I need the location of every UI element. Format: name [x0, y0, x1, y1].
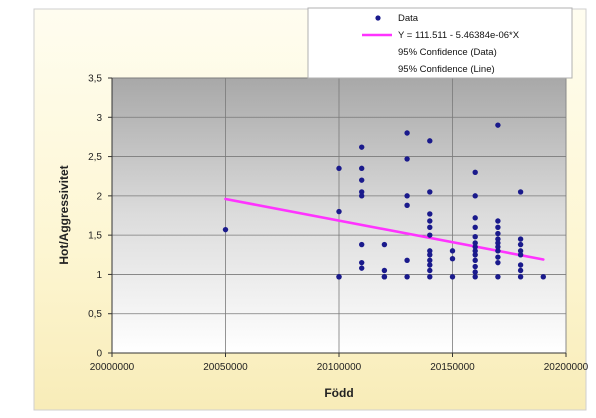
y-tick-label: 1 — [96, 270, 102, 281]
data-point — [495, 244, 501, 250]
data-point — [427, 218, 433, 224]
data-point — [472, 224, 478, 230]
data-point — [359, 177, 365, 183]
data-point — [472, 257, 478, 263]
data-point — [517, 189, 524, 195]
regression-line — [224, 197, 545, 261]
data-point — [517, 248, 524, 254]
data-point — [222, 226, 229, 233]
data-point — [427, 138, 433, 144]
data-point — [472, 215, 478, 221]
y-axis-title: Hot/Aggressivitet — [57, 165, 71, 264]
data-point — [427, 262, 433, 268]
y-tick-label: 3 — [96, 113, 102, 124]
y-tick-label: 2 — [96, 191, 102, 202]
data-point — [427, 274, 433, 280]
x-axis-title: Född — [324, 386, 353, 400]
data-point — [359, 193, 365, 199]
data-point — [336, 274, 342, 280]
data-point — [517, 236, 524, 242]
data-point — [427, 252, 433, 258]
data-point — [472, 274, 478, 280]
y-tick-label: 3,5 — [88, 74, 102, 85]
data-point — [495, 236, 501, 242]
x-tick-label: 20100000 — [317, 362, 362, 373]
y-tick-label: 2,5 — [88, 152, 102, 163]
data-point — [427, 257, 433, 263]
data-point — [472, 193, 478, 199]
data-point — [472, 169, 478, 175]
data-point — [495, 218, 501, 224]
legend-label-ci-line: 95% Confidence (Line) — [398, 64, 495, 75]
data-point — [495, 224, 501, 230]
regression-line-layer — [224, 197, 545, 261]
data-point — [427, 267, 433, 274]
data-point — [427, 248, 433, 254]
data-point — [517, 262, 524, 268]
data-point — [381, 267, 388, 274]
data-point — [404, 130, 410, 136]
data-point — [359, 241, 365, 248]
x-tick-label: 20150000 — [430, 362, 475, 373]
data-point — [472, 252, 478, 258]
data-point — [359, 189, 365, 195]
data-point — [472, 244, 478, 250]
data-point — [495, 248, 501, 254]
data-point — [472, 240, 478, 246]
data-point — [359, 265, 365, 271]
axes: 0 0,5 1 1,5 2 2,5 3 3,5 20000000 20050000 20100000… — [88, 74, 589, 374]
data-point — [427, 189, 433, 195]
legend-data-marker — [375, 15, 381, 21]
data-point — [427, 211, 433, 217]
data-points — [222, 122, 546, 280]
legend: Data Y = 111.511 - 5.46384e-06*X 95% Con… — [307, 7, 573, 79]
data-point — [449, 256, 456, 262]
data-point — [404, 202, 410, 208]
data-point — [540, 274, 546, 280]
data-point — [427, 232, 433, 238]
y-tick-label: 0 — [96, 349, 102, 360]
data-point — [517, 274, 524, 280]
data-point — [404, 274, 410, 280]
legend-label-data: Data — [398, 13, 419, 24]
data-point — [472, 269, 478, 275]
legend-box — [307, 7, 573, 79]
data-point — [495, 254, 501, 260]
data-point — [336, 208, 342, 215]
data-point — [359, 259, 365, 266]
data-point — [381, 241, 388, 248]
data-point — [495, 274, 501, 280]
data-point — [472, 234, 478, 240]
data-point — [449, 274, 456, 280]
y-tick-label: 1,5 — [88, 231, 102, 242]
data-point — [449, 248, 456, 254]
data-point — [404, 156, 410, 162]
data-point — [404, 257, 410, 263]
legend-label-fit: Y = 111.511 - 5.46384e-06*X — [398, 30, 520, 41]
legend-label-ci-data: 95% Confidence (Data) — [398, 47, 497, 58]
y-tick-label: 0,5 — [88, 309, 102, 320]
x-tick-label: 20200000 — [544, 362, 589, 373]
data-point — [517, 267, 524, 274]
data-point — [336, 165, 342, 172]
data-point — [495, 259, 501, 266]
data-point — [495, 230, 501, 237]
data-point — [517, 252, 524, 258]
data-point — [495, 122, 501, 128]
data-point — [517, 241, 524, 248]
data-point — [359, 165, 365, 172]
data-point — [427, 224, 433, 230]
x-tick-label: 20000000 — [90, 362, 135, 373]
data-point — [381, 274, 388, 280]
data-point — [359, 144, 365, 150]
data-point — [495, 240, 501, 246]
data-point — [404, 193, 410, 199]
data-point — [472, 263, 478, 270]
data-point — [472, 248, 478, 254]
x-tick-label: 20050000 — [203, 362, 248, 373]
